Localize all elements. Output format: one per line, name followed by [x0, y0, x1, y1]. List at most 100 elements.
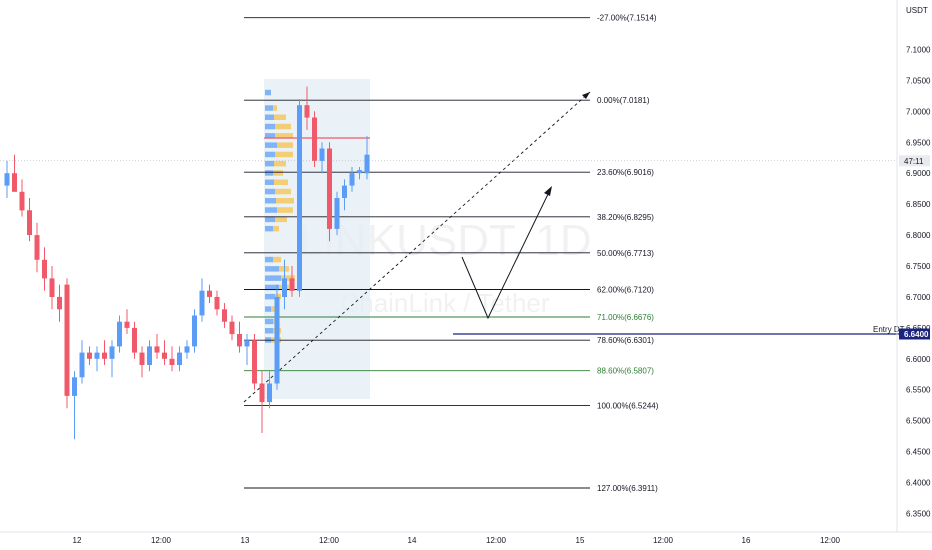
volume-profile-bar-up — [265, 225, 273, 232]
candle[interactable] — [282, 259, 287, 310]
candle[interactable] — [57, 284, 62, 322]
time-tick: 16 — [742, 536, 751, 545]
price-tick: 6.4000 — [906, 479, 931, 488]
volume-profile-bar-up — [265, 266, 279, 272]
candle[interactable] — [304, 86, 310, 130]
time-tick: 15 — [576, 536, 585, 545]
candle-body — [162, 352, 167, 359]
candle[interactable] — [49, 266, 55, 310]
price-tick: 6.6500 — [906, 324, 931, 333]
candle[interactable] — [364, 136, 370, 180]
candle-body — [27, 210, 32, 235]
candle[interactable] — [259, 371, 265, 433]
volume-profile-bar-up — [265, 293, 275, 300]
price-tick: 6.5000 — [906, 417, 931, 426]
candle[interactable] — [184, 340, 190, 359]
volume-profile-bar-down — [275, 133, 293, 139]
volume-profile-bar-up — [265, 170, 273, 176]
candle[interactable] — [72, 371, 77, 440]
candle[interactable] — [207, 284, 212, 304]
candle-body — [259, 383, 265, 403]
candle[interactable] — [124, 309, 130, 334]
candle[interactable] — [79, 340, 85, 384]
volume-profile-bar-up — [265, 105, 273, 111]
price-tick: 6.7500 — [906, 262, 931, 271]
candle[interactable] — [267, 371, 272, 409]
candle[interactable] — [64, 278, 70, 409]
volume-profile-bar-up — [265, 328, 273, 334]
candle[interactable] — [109, 340, 115, 378]
entry-price-value: 6.6400 — [904, 330, 929, 339]
volume-profile-bar-up — [265, 160, 274, 167]
candle[interactable] — [117, 315, 122, 353]
candle[interactable] — [297, 99, 302, 297]
volume-profile-bar-down — [273, 170, 283, 176]
price-axis[interactable]: USDT 7.1000 7.0500 7.0000 6.9500 6.9000 6.850… — [896, 0, 931, 532]
candle-body — [19, 191, 25, 211]
candle-body — [94, 352, 100, 359]
candle[interactable] — [252, 334, 257, 390]
candle-body — [207, 290, 212, 297]
candle[interactable] — [199, 278, 205, 322]
volume-profile-bar-up — [265, 151, 275, 158]
candle-body — [124, 321, 130, 328]
candle[interactable] — [349, 167, 355, 192]
candle[interactable] — [42, 247, 47, 291]
candle[interactable] — [229, 315, 235, 341]
volume-profile-bar-down — [274, 179, 288, 185]
candle[interactable] — [87, 346, 92, 365]
candle[interactable] — [4, 160, 10, 198]
price-axis-unit: USDT — [906, 6, 928, 15]
candle-body — [334, 198, 340, 229]
candle[interactable] — [319, 142, 325, 174]
candle[interactable] — [334, 191, 340, 236]
candle[interactable] — [342, 179, 347, 211]
candle[interactable] — [222, 303, 227, 328]
candle[interactable] — [169, 346, 175, 372]
candle-body — [199, 290, 205, 316]
candle[interactable] — [192, 309, 197, 353]
volume-profile-bar-up — [265, 284, 279, 291]
candle-body — [192, 315, 197, 347]
volume-profile-bar-down — [275, 188, 291, 195]
candle[interactable] — [94, 346, 100, 372]
volume-profile-bar-down — [275, 151, 293, 158]
candle[interactable] — [19, 179, 25, 217]
candle-body — [274, 296, 280, 384]
candle[interactable] — [12, 154, 17, 192]
volume-profile-bar-up — [265, 188, 275, 195]
candle-body — [49, 278, 55, 297]
candle[interactable] — [289, 266, 295, 297]
candle[interactable] — [162, 340, 167, 365]
candle[interactable] — [27, 198, 32, 242]
candle[interactable] — [214, 290, 220, 316]
candle[interactable] — [274, 284, 280, 390]
volume-profile-bar-down — [275, 216, 287, 223]
candle[interactable] — [327, 142, 332, 242]
candle[interactable] — [154, 334, 160, 359]
candle[interactable] — [177, 346, 182, 372]
volume-profile-bar-up — [265, 198, 276, 204]
candle-body — [169, 358, 175, 365]
projection-path[interactable] — [461, 189, 551, 320]
candles[interactable] — [4, 86, 370, 440]
candle[interactable] — [132, 321, 137, 359]
time-tick: 12:00 — [820, 536, 841, 545]
time-tick: 14 — [408, 536, 417, 545]
candle-body — [364, 154, 370, 174]
candle-body — [147, 346, 152, 365]
time-axis[interactable]: 12 12:00 13 12:00 14 12:00 15 12:00 16 12:00 — [0, 531, 932, 545]
candle[interactable] — [357, 167, 362, 180]
candle[interactable] — [102, 340, 107, 365]
candle-body — [244, 340, 250, 347]
candle[interactable] — [244, 334, 250, 365]
fib-level-label: 38.20%(6.8295) — [597, 213, 654, 222]
volume-profile-bar-up — [265, 89, 271, 96]
candle[interactable] — [312, 111, 317, 167]
candle[interactable] — [139, 346, 145, 378]
candle[interactable] — [147, 340, 152, 372]
candle[interactable] — [237, 321, 242, 353]
candle[interactable] — [34, 222, 40, 273]
candle-body — [214, 296, 220, 310]
